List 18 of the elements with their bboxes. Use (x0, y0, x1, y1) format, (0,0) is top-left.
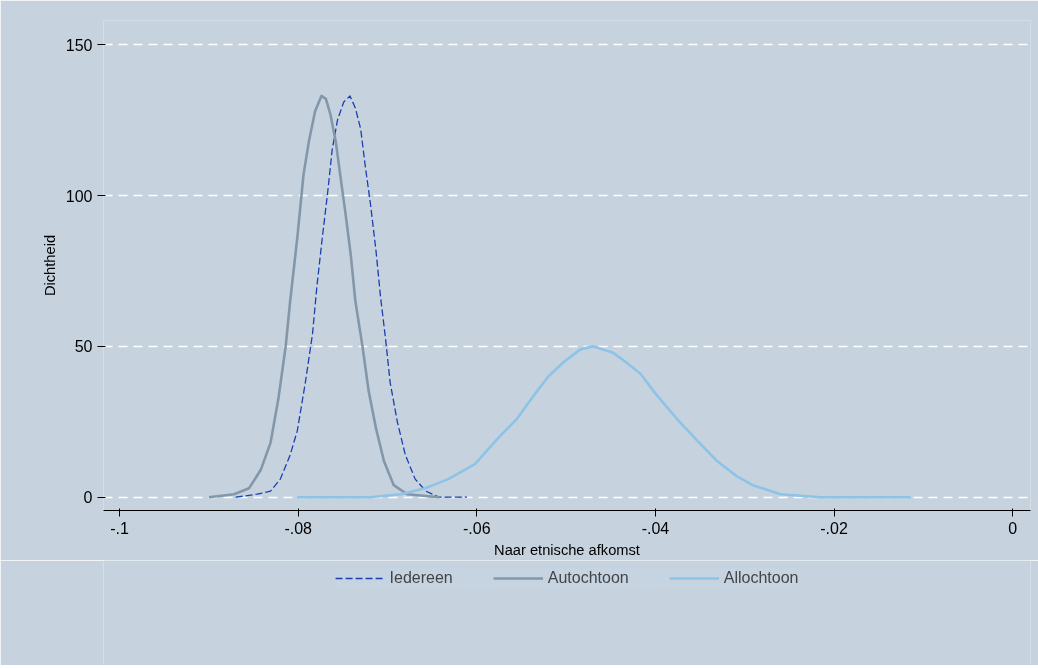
y-tick-label: 50 (74, 338, 93, 356)
y-tick-label: 0 (83, 489, 93, 507)
line-series (207, 94, 441, 499)
x-tick-label: -.04 (641, 519, 670, 537)
x-tick-label: -.08 (284, 519, 313, 537)
legend-label: Allochtoon (723, 569, 799, 587)
line-series (295, 345, 913, 499)
legend-label: Iedereen (389, 569, 453, 587)
x-tick-label: -.06 (463, 519, 491, 537)
x-tick-label: -.02 (820, 519, 848, 537)
y-tick-label: 100 (65, 187, 93, 205)
x-tick-label: 0 (1008, 519, 1018, 537)
line-series (235, 95, 468, 498)
y-tick-label: 150 (65, 36, 93, 54)
x-axis-title: Naar etnische afkomst (494, 541, 640, 558)
legend-label: Autochtoon (547, 569, 629, 587)
y-axis-title: Dichtheid (41, 234, 58, 297)
x-tick-label: -.1 (110, 519, 130, 537)
